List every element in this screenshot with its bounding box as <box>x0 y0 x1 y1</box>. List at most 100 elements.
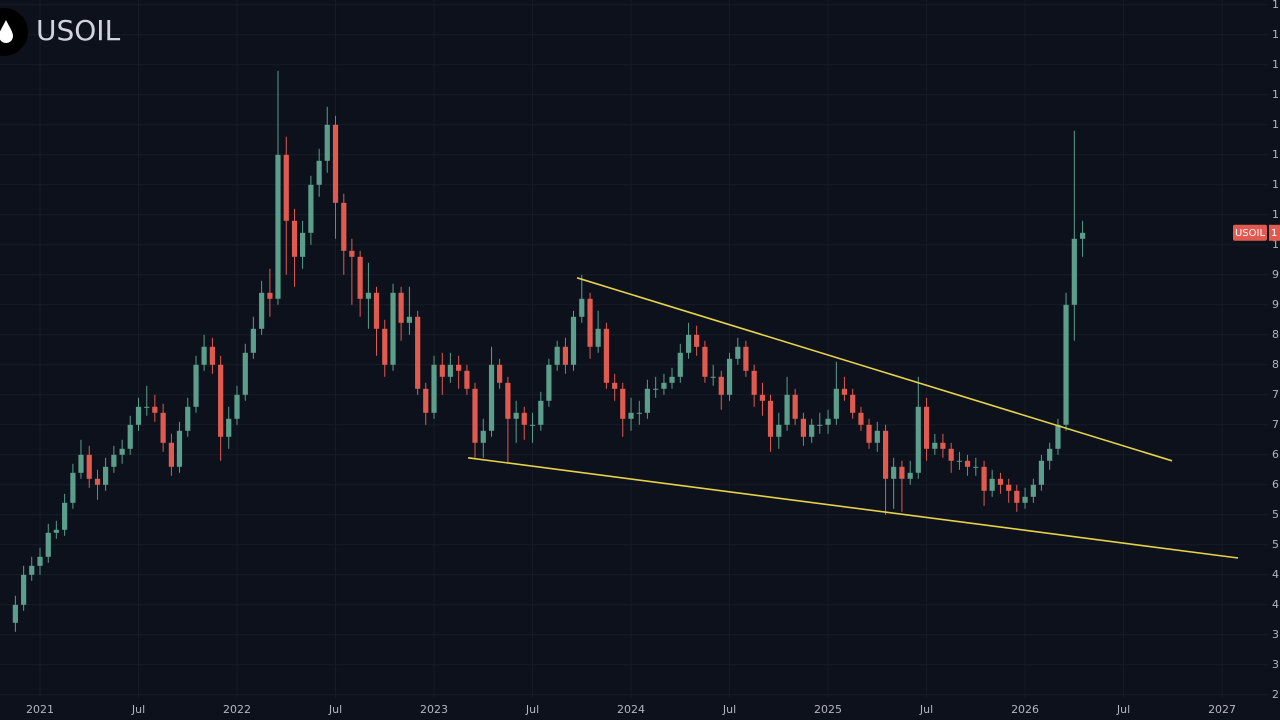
candle-body <box>70 472 76 503</box>
candle-body <box>1047 448 1053 461</box>
candle-body <box>464 370 470 389</box>
candle-body <box>234 394 240 419</box>
candle-body <box>480 430 486 443</box>
candle-body <box>45 532 51 557</box>
y-tick-label: 1 <box>1272 178 1279 191</box>
candle-body <box>940 442 946 449</box>
candle-body <box>792 394 798 419</box>
x-tick-label: Jul <box>328 703 342 716</box>
candle-body <box>866 424 872 443</box>
candle-body <box>439 364 445 377</box>
candle-body <box>948 448 954 461</box>
chart-title: USOIL <box>36 14 121 47</box>
y-tick-label: 5 <box>1272 538 1279 551</box>
candle-body <box>406 316 412 323</box>
x-tick-label: Jul <box>722 703 736 716</box>
y-tick-label: 9 <box>1272 298 1279 311</box>
candle-body <box>201 346 207 365</box>
candle-body <box>767 400 774 437</box>
candle-body <box>1079 232 1086 239</box>
candle-body <box>488 364 495 431</box>
candle-body <box>415 316 421 389</box>
candle-body <box>784 394 790 425</box>
candle-body <box>447 364 453 377</box>
candle-body <box>915 406 921 473</box>
candle-body <box>562 346 569 365</box>
y-tick-label: 1 <box>1272 28 1279 41</box>
candle-body <box>21 574 27 605</box>
x-tick-label: 2024 <box>617 703 645 716</box>
candle-body <box>981 466 987 491</box>
candle-body <box>218 364 224 437</box>
candle-body <box>127 424 133 449</box>
candle-body <box>291 220 298 257</box>
candle-body <box>308 184 314 233</box>
candle-body <box>365 292 372 299</box>
y-tick-label: 3 <box>1272 628 1279 641</box>
candle-body <box>923 406 930 449</box>
candle-body <box>850 394 856 413</box>
candle-body <box>891 466 897 479</box>
candle-body <box>119 448 125 455</box>
candle-body <box>168 442 175 467</box>
candle-body <box>858 412 864 425</box>
candle-body <box>964 460 971 467</box>
candle-body <box>111 454 117 467</box>
candle-body <box>102 466 109 485</box>
candle-body <box>841 388 848 395</box>
drop-icon <box>0 20 13 43</box>
candle-body <box>1063 304 1069 425</box>
candle-body <box>546 364 552 401</box>
candle-body <box>29 565 35 575</box>
candle-body <box>751 370 757 395</box>
y-tick-label: 1 <box>1272 148 1279 161</box>
y-tick-label: 7 <box>1272 388 1279 401</box>
candle-body <box>472 388 478 443</box>
candle-body <box>160 412 166 443</box>
candle-body <box>275 154 281 299</box>
candle-body <box>956 460 963 462</box>
candle-body <box>612 382 618 389</box>
candle-body <box>776 424 782 437</box>
candle-body <box>185 406 191 431</box>
candle-body <box>899 466 905 479</box>
y-tick-label: 1 <box>1272 238 1279 251</box>
trend-line <box>576 277 1173 462</box>
candle-body <box>579 298 585 317</box>
candle-body <box>743 346 749 371</box>
candle-body <box>702 346 708 377</box>
candle-body <box>341 202 347 251</box>
candle-body <box>78 454 84 473</box>
candle-body <box>283 154 289 221</box>
y-tick-label: 6 <box>1272 478 1279 491</box>
y-tick-label: 1 <box>1272 118 1279 131</box>
y-tick-label: 3 <box>1272 658 1279 671</box>
candle-body <box>1038 460 1045 485</box>
candle-body <box>1055 424 1061 449</box>
x-tick-label: 2026 <box>1011 703 1039 716</box>
candle-body <box>324 124 330 161</box>
y-tick-label: 7 <box>1272 418 1279 431</box>
candle-body <box>382 328 388 365</box>
candle-body <box>209 346 215 365</box>
candle-body <box>373 292 380 329</box>
candle-body <box>242 352 248 395</box>
candle-body <box>267 292 273 299</box>
y-tick-label: 1 <box>1272 88 1279 101</box>
y-tick-label: 4 <box>1272 598 1279 611</box>
y-tick-label: 5 <box>1272 508 1279 521</box>
y-tick-label: 8 <box>1272 328 1279 341</box>
candle-body <box>907 472 913 479</box>
candle-body <box>53 529 59 533</box>
candle-body <box>349 250 355 257</box>
candle-body <box>431 364 437 413</box>
candle-body <box>176 430 183 467</box>
x-tick-label: Jul <box>1116 703 1130 716</box>
y-tick-label: 4 <box>1272 568 1279 581</box>
candle-body <box>800 418 807 437</box>
candle-body <box>595 328 601 347</box>
candle-body <box>135 406 142 425</box>
candle-body <box>1030 484 1036 497</box>
